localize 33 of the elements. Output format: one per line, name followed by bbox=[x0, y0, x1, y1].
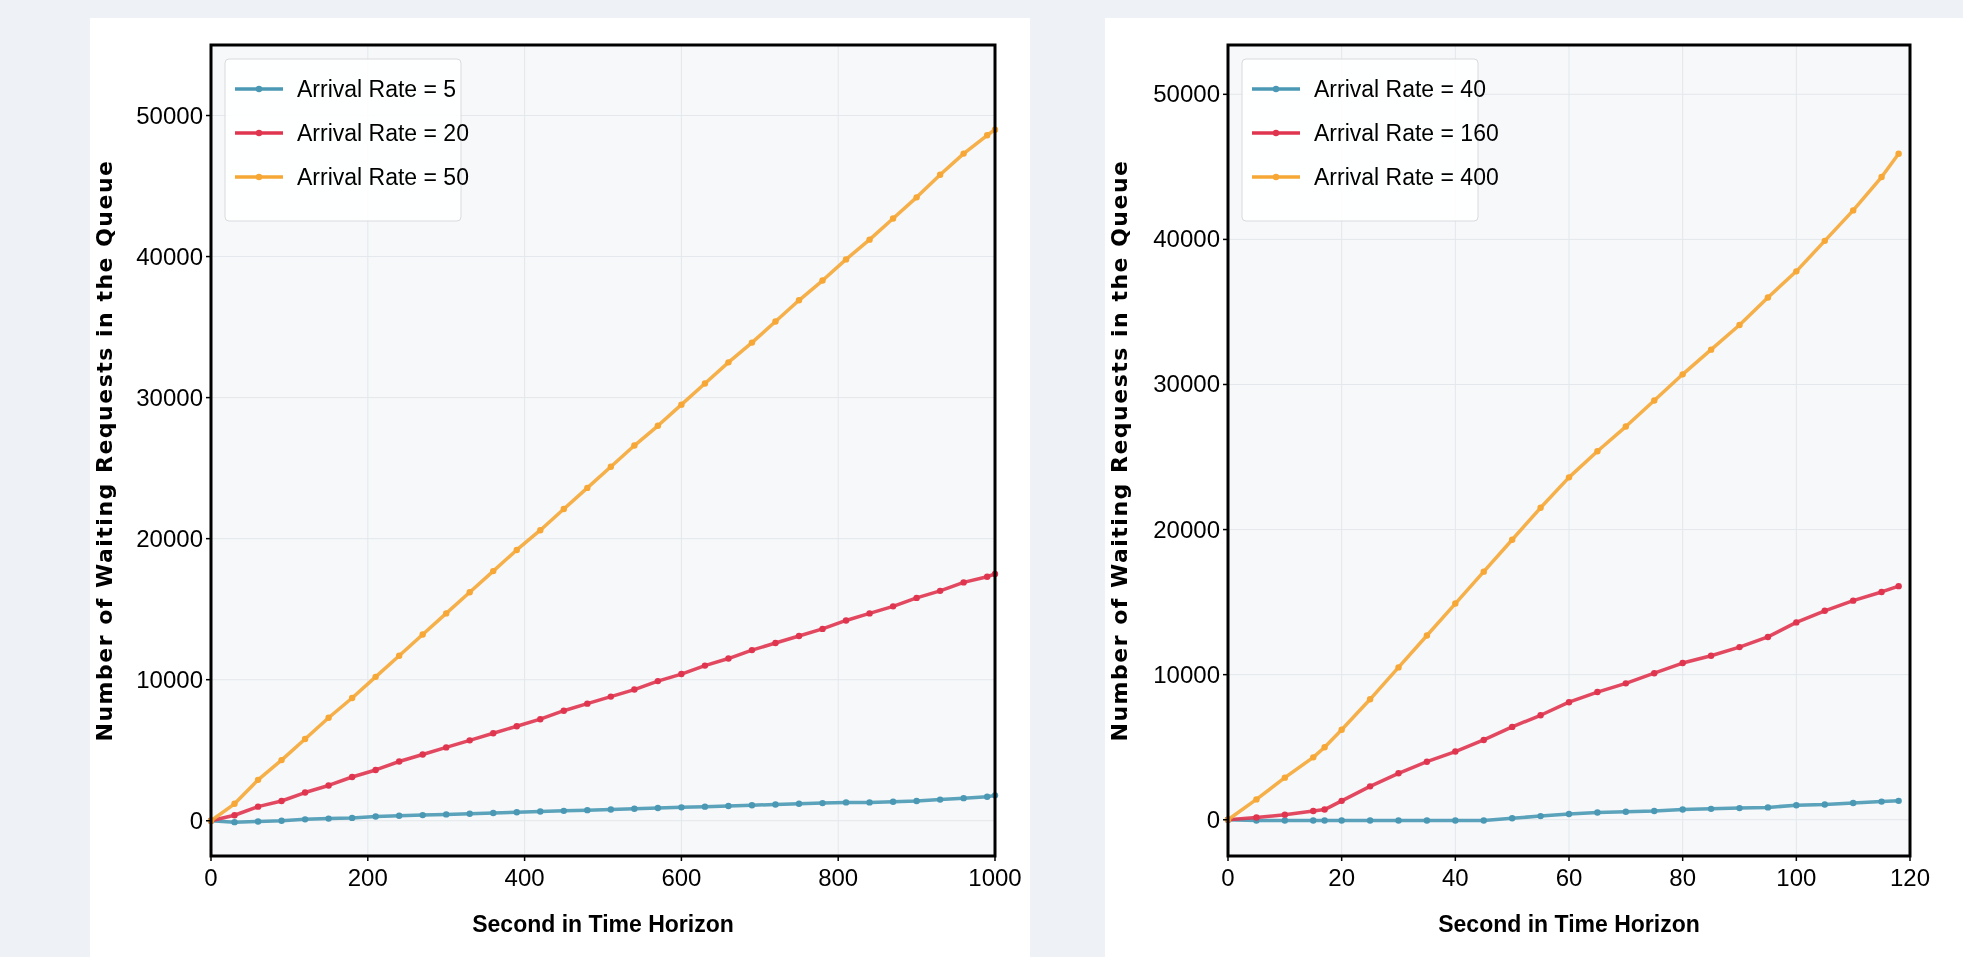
y-tick-label: 40000 bbox=[1153, 225, 1220, 253]
legend-label: Arrival Rate = 160 bbox=[1314, 120, 1499, 146]
legend-label: Arrival Rate = 5 bbox=[297, 76, 457, 102]
y-tick-label: 10000 bbox=[136, 665, 203, 693]
x-axis-title: Second in Time Horizon bbox=[1438, 911, 1700, 937]
x-tick-label: 100 bbox=[1776, 864, 1817, 891]
y-axis-title: Number of Waiting Requests in the Queue bbox=[92, 159, 117, 742]
x-tick-label: 120 bbox=[1889, 864, 1931, 891]
y-tick-label: 50000 bbox=[136, 101, 203, 129]
legend-label: Arrival Rate = 40 bbox=[1314, 76, 1486, 102]
x-axis-title: Second in Time Horizon bbox=[472, 911, 734, 937]
x-tick-label: 400 bbox=[504, 864, 545, 891]
y-tick-label: 50000 bbox=[1153, 80, 1220, 108]
y-tick-label: 20000 bbox=[136, 524, 203, 552]
legend-label: Arrival Rate = 20 bbox=[297, 120, 469, 146]
y-tick-label: 20000 bbox=[1153, 515, 1220, 543]
x-tick-label: 600 bbox=[661, 864, 702, 891]
x-tick-label: 80 bbox=[1669, 864, 1697, 891]
x-tick-label: 1000 bbox=[968, 864, 1022, 891]
y-tick-label: 0 bbox=[1206, 805, 1220, 833]
y-tick-label: 10000 bbox=[1153, 660, 1220, 688]
y-tick-label: 0 bbox=[189, 806, 203, 834]
x-tick-label: 200 bbox=[347, 864, 388, 891]
legend-label: Arrival Rate = 50 bbox=[297, 164, 469, 190]
x-tick-label: 40 bbox=[1441, 864, 1469, 891]
y-axis-title: Number of Waiting Requests in the Queue bbox=[1107, 159, 1132, 742]
x-tick-label: 20 bbox=[1328, 864, 1356, 891]
y-tick-label: 30000 bbox=[136, 383, 203, 411]
legend-label: Arrival Rate = 400 bbox=[1314, 164, 1499, 190]
y-tick-label: 30000 bbox=[1153, 370, 1220, 398]
x-tick-label: 60 bbox=[1555, 864, 1583, 891]
x-tick-label: 800 bbox=[818, 864, 859, 891]
y-tick-label: 40000 bbox=[136, 242, 203, 270]
